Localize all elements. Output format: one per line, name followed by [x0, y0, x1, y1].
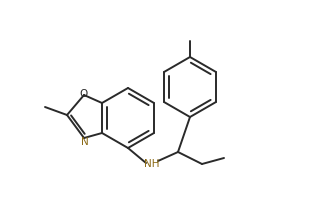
Text: N: N — [81, 137, 89, 147]
Text: NH: NH — [144, 159, 160, 169]
Text: O: O — [79, 89, 87, 99]
